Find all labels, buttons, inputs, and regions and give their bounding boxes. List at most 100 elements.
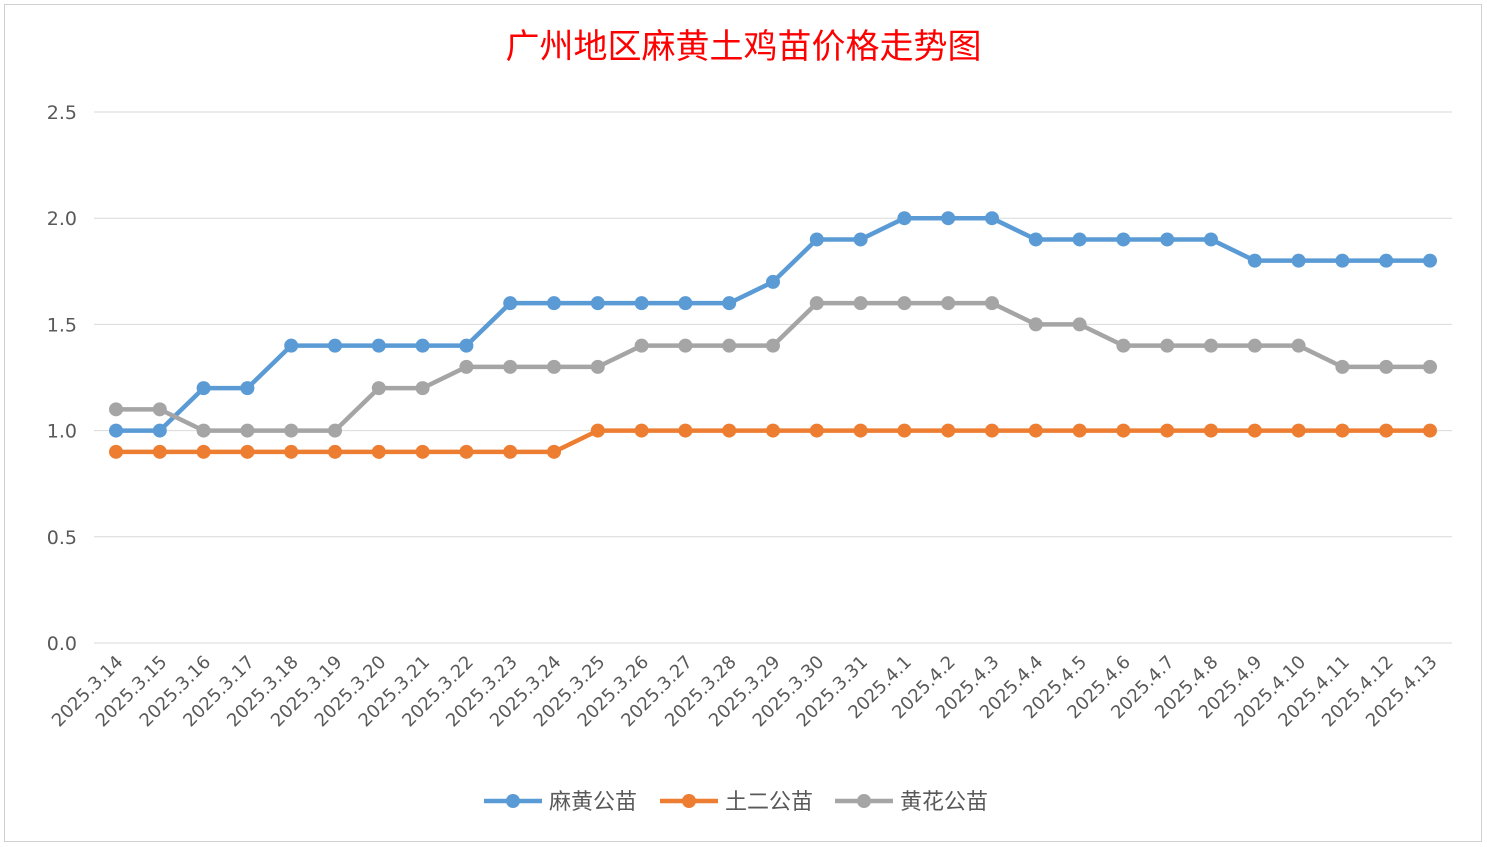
data-point (985, 211, 999, 226)
data-point (853, 296, 868, 311)
data-point (1116, 423, 1131, 438)
data-point (897, 423, 912, 438)
data-point (1028, 423, 1043, 438)
data-point (152, 423, 167, 438)
data-point (1379, 253, 1394, 268)
data-point (196, 444, 211, 459)
data-point (809, 296, 824, 311)
data-point (590, 359, 605, 374)
data-point (766, 423, 780, 438)
data-point (590, 423, 605, 438)
data-point (985, 296, 999, 311)
x-axis-labels: 2025.3.142025.3.152025.3.162025.3.172025… (48, 652, 1442, 732)
legend-label: 土二公苗 (725, 790, 813, 815)
data-point (1379, 359, 1394, 374)
data-point (1379, 423, 1394, 438)
data-point (240, 444, 255, 459)
data-point (1423, 359, 1437, 374)
data-point (1247, 253, 1262, 268)
data-point (766, 338, 780, 353)
data-point (109, 444, 123, 459)
data-point (634, 296, 649, 311)
data-point (371, 444, 386, 459)
legend-label: 黄花公苗 (900, 790, 988, 815)
series-3 (109, 296, 1437, 438)
legend: 麻黄公苗 土二公苗 黄花公苗 (484, 790, 988, 815)
data-point (1423, 423, 1437, 438)
data-point (1335, 359, 1350, 374)
data-point (415, 338, 430, 353)
data-point (109, 423, 123, 438)
chart-title: 广州地区麻黄土鸡苗价格走势图 (505, 27, 982, 67)
data-point (1160, 423, 1175, 438)
data-point (328, 423, 342, 438)
data-point (503, 444, 518, 459)
legend-item: 麻黄公苗 (484, 790, 637, 815)
data-point (1160, 338, 1175, 353)
data-point (240, 423, 255, 438)
data-point (634, 423, 649, 438)
data-point (634, 338, 649, 353)
data-point (284, 444, 299, 459)
data-point (1423, 253, 1437, 268)
data-point (415, 444, 430, 459)
data-point (766, 274, 780, 289)
y-tick-label: 0.5 (47, 527, 77, 549)
data-point (240, 381, 255, 396)
data-point (897, 211, 912, 226)
data-point (1116, 338, 1131, 353)
data-point (109, 402, 123, 417)
data-point (809, 423, 824, 438)
data-point (1028, 317, 1043, 332)
y-tick-label: 1.0 (47, 421, 77, 443)
series-2 (109, 423, 1437, 459)
legend-marker (506, 794, 520, 808)
data-point (547, 444, 561, 459)
data-point (1335, 423, 1350, 438)
data-point (415, 381, 430, 396)
data-point (1291, 253, 1306, 268)
data-point (853, 423, 868, 438)
data-point (1072, 317, 1087, 332)
data-point (547, 359, 561, 374)
gridlines (94, 111, 1452, 644)
chart-area[interactable] (4, 4, 1482, 842)
legend-item: 土二公苗 (660, 790, 813, 815)
data-point (1291, 338, 1306, 353)
data-point (941, 211, 956, 226)
data-point (284, 423, 299, 438)
data-point (722, 338, 737, 353)
data-point (459, 359, 474, 374)
data-point (328, 444, 342, 459)
data-point (1116, 232, 1131, 247)
series-line (113, 300, 1433, 433)
data-point (1204, 338, 1218, 353)
data-point (503, 296, 518, 311)
data-point (1072, 232, 1087, 247)
data-point (1072, 423, 1087, 438)
data-point (678, 296, 693, 311)
data-point (503, 359, 518, 374)
data-point (196, 381, 211, 396)
series-1 (109, 211, 1437, 438)
series-group (109, 211, 1437, 459)
data-point (328, 338, 342, 353)
data-point (371, 381, 386, 396)
y-tick-label: 1.5 (47, 314, 77, 336)
data-point (1247, 338, 1262, 353)
legend-marker (682, 794, 696, 808)
legend-item: 黄花公苗 (835, 790, 988, 815)
data-point (459, 444, 474, 459)
data-point (722, 423, 737, 438)
y-tick-label: 0.0 (47, 633, 77, 655)
data-point (1160, 232, 1175, 247)
data-point (897, 296, 912, 311)
data-point (678, 338, 693, 353)
data-point (590, 296, 605, 311)
data-point (1291, 423, 1306, 438)
data-point (678, 423, 693, 438)
data-point (853, 232, 868, 247)
data-point (809, 232, 824, 247)
data-point (1028, 232, 1043, 247)
